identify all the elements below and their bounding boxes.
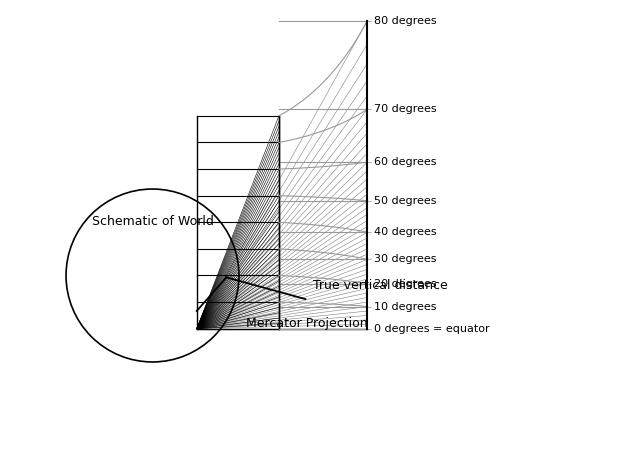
- Text: 30 degrees: 30 degrees: [374, 254, 436, 264]
- Text: True vertical distance: True vertical distance: [314, 279, 448, 292]
- Text: Mercator Projection: Mercator Projection: [246, 317, 367, 330]
- Text: 80 degrees: 80 degrees: [374, 16, 436, 26]
- Text: 60 degrees: 60 degrees: [374, 157, 436, 167]
- Text: 10 degrees: 10 degrees: [374, 302, 436, 312]
- Text: 20 degrees: 20 degrees: [374, 279, 436, 289]
- Text: 50 degrees: 50 degrees: [374, 196, 436, 206]
- Text: Schematic of World: Schematic of World: [92, 215, 213, 228]
- Text: 40 degrees: 40 degrees: [374, 227, 436, 237]
- Text: 70 degrees: 70 degrees: [374, 104, 436, 114]
- Text: 0 degrees = equator: 0 degrees = equator: [374, 324, 490, 334]
